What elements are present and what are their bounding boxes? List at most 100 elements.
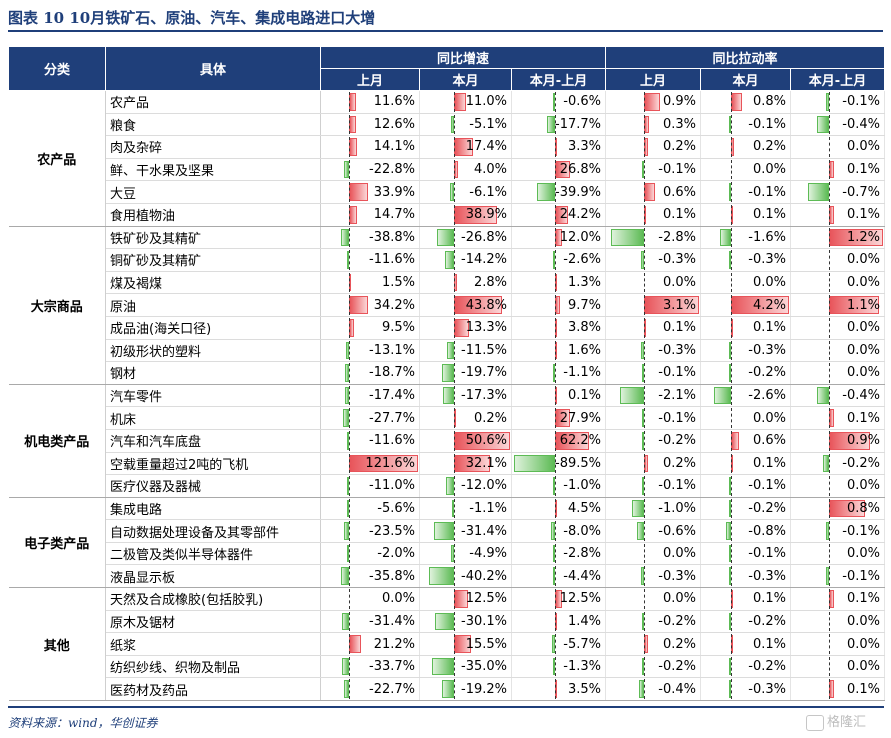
value-cell: 26.8%	[511, 158, 606, 182]
zero-axis	[349, 227, 350, 248]
value-text: -6.1%	[469, 184, 507, 200]
value-cell: 0.1%	[700, 587, 791, 611]
value-cell: -1.1%	[419, 497, 512, 521]
value-text: 0.0%	[846, 613, 881, 629]
negative-bar	[441, 364, 454, 382]
zero-axis	[454, 227, 455, 248]
header-yoy-growth: 同比增速	[320, 46, 606, 69]
negative-bar	[428, 567, 454, 586]
zero-axis	[555, 272, 556, 293]
zero-axis	[555, 589, 556, 609]
value-text: -19.2%	[461, 681, 507, 697]
negative-bar	[729, 544, 731, 563]
value-text: 24.2%	[559, 207, 601, 223]
item-name: 食用植物油	[105, 203, 321, 227]
value-text: -12.0%	[461, 478, 507, 494]
zero-axis	[454, 634, 455, 654]
negative-bar	[346, 431, 349, 450]
zero-axis	[829, 204, 830, 225]
zero-axis	[829, 453, 830, 474]
zero-axis	[349, 430, 350, 451]
value-text: 0.0%	[752, 275, 786, 291]
value-cell: 0.0%	[700, 158, 791, 182]
value-text: -11.0%	[369, 478, 415, 494]
zero-axis	[555, 521, 556, 541]
category-cell: 大宗商品	[8, 226, 106, 385]
value-cell: 11.0%	[419, 90, 512, 114]
header-yoy-contribution: 同比拉动率	[604, 46, 886, 69]
value-text: 0.0%	[846, 275, 881, 291]
item-name: 粮食	[105, 113, 321, 137]
value-text: -2.8%	[563, 546, 601, 562]
value-text: 0.2%	[662, 139, 696, 155]
value-cell: 0.8%	[700, 90, 791, 114]
value-text: 0.0%	[846, 546, 881, 562]
zero-axis	[555, 656, 556, 677]
value-cell: 121.6%	[320, 452, 420, 476]
negative-bar	[446, 341, 454, 360]
value-cell: -11.0%	[320, 474, 420, 498]
zero-axis	[644, 227, 645, 248]
zero-axis	[454, 611, 455, 632]
negative-bar	[434, 612, 454, 631]
value-cell: -1.0%	[511, 474, 606, 498]
value-cell: 0.1%	[700, 203, 791, 227]
zero-axis	[454, 476, 455, 496]
value-cell: -31.4%	[320, 610, 420, 634]
item-name: 钢材	[105, 361, 321, 385]
table-row: 大豆 33.9% -6.1% -39.9% 0.6% -0.1% -0.7%	[9, 180, 886, 204]
negative-bar	[553, 93, 555, 111]
negative-bar	[817, 115, 829, 134]
value-text: 27.9%	[559, 410, 601, 426]
value-cell: -0.1%	[700, 113, 791, 137]
zero-axis	[454, 453, 455, 474]
zero-axis	[349, 543, 350, 564]
value-cell: -0.8%	[700, 519, 791, 543]
value-text: 1.2%	[846, 229, 881, 245]
value-cell: -12.0%	[419, 474, 512, 498]
value-text: 1.1%	[846, 297, 881, 313]
zero-axis	[731, 114, 732, 135]
value-cell: 0.6%	[700, 429, 791, 453]
value-cell: -0.6%	[605, 519, 701, 543]
negative-bar	[431, 657, 454, 676]
value-text: -0.4%	[658, 681, 696, 697]
zero-axis	[349, 611, 350, 632]
subheader-diff: 本月-上月	[789, 68, 886, 91]
value-text: 0.0%	[846, 365, 881, 381]
positive-bar	[644, 93, 660, 111]
zero-axis	[555, 385, 556, 406]
zero-axis	[731, 92, 732, 112]
zero-axis	[644, 250, 645, 270]
value-text: 9.5%	[381, 320, 415, 336]
negative-bar	[343, 409, 349, 427]
zero-axis	[829, 272, 830, 293]
zero-axis	[454, 656, 455, 677]
value-text: 0.1%	[567, 388, 601, 404]
table-row: 液晶显示板 -35.8% -40.2% -4.4% -0.3% -0.3% -0.1%	[9, 564, 886, 589]
value-text: -26.8%	[461, 229, 507, 245]
value-text: 3.5%	[567, 681, 601, 697]
zero-axis	[349, 408, 350, 428]
value-text: -0.1%	[748, 546, 786, 562]
zero-axis	[454, 204, 455, 225]
zero-axis	[555, 159, 556, 180]
zero-axis	[454, 272, 455, 293]
value-cell: 0.0%	[790, 271, 886, 295]
negative-bar	[729, 251, 731, 269]
zero-axis	[644, 204, 645, 225]
value-cell: 1.6%	[511, 339, 606, 363]
value-cell: 4.2%	[700, 293, 791, 317]
value-text: -2.6%	[563, 252, 601, 268]
negative-bar	[632, 499, 644, 518]
zero-axis	[644, 408, 645, 428]
value-cell: -23.5%	[320, 519, 420, 543]
negative-bar	[441, 680, 454, 699]
table-row: 肉及杂碎 14.1% 17.4% 3.3% 0.2% 0.2% 0.0%	[9, 135, 886, 159]
zero-axis	[349, 476, 350, 496]
value-text: 2.8%	[473, 275, 507, 291]
source-note: 资料来源：wind，华创证券	[8, 716, 158, 730]
value-text: 0.0%	[846, 636, 881, 652]
zero-axis	[829, 521, 830, 541]
zero-axis	[454, 340, 455, 361]
